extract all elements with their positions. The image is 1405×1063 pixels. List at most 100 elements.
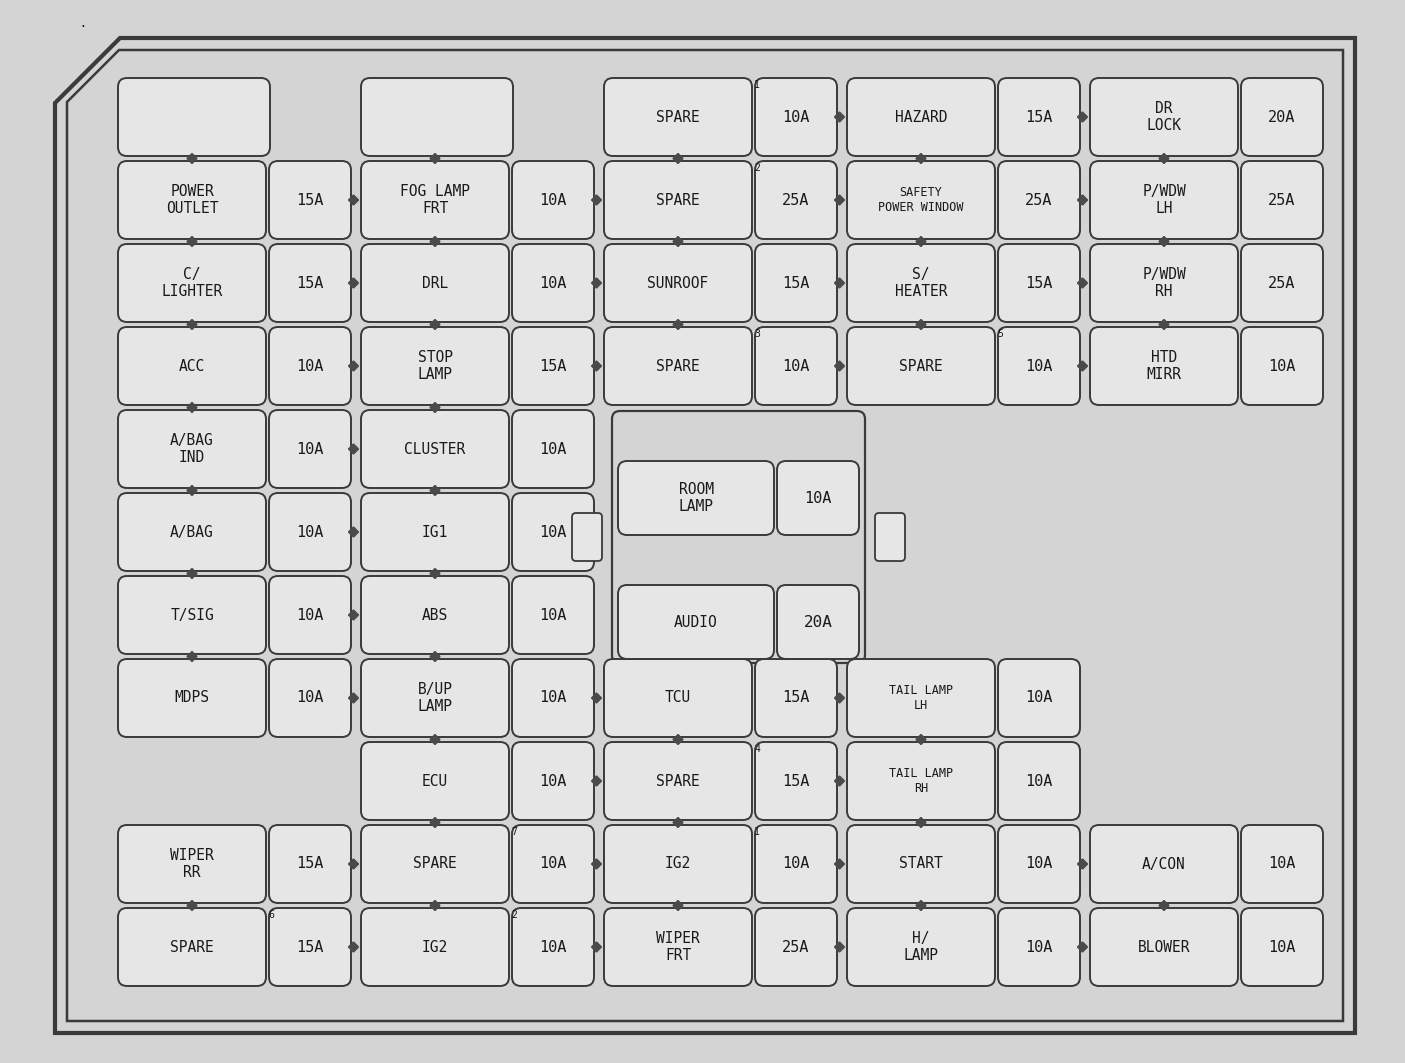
FancyBboxPatch shape: [118, 908, 266, 986]
Polygon shape: [835, 693, 844, 703]
FancyBboxPatch shape: [1090, 161, 1238, 239]
Text: S/
HEATER: S/ HEATER: [895, 267, 947, 299]
Polygon shape: [430, 569, 440, 578]
Text: ROOM
LAMP: ROOM LAMP: [679, 482, 714, 514]
Polygon shape: [187, 486, 197, 495]
Text: CLUSTER: CLUSTER: [405, 441, 465, 456]
Text: MDPS: MDPS: [174, 691, 209, 706]
Polygon shape: [592, 859, 601, 868]
FancyBboxPatch shape: [604, 825, 752, 902]
Polygon shape: [916, 320, 926, 330]
Polygon shape: [187, 236, 197, 247]
FancyBboxPatch shape: [1241, 78, 1324, 156]
Text: ABS: ABS: [422, 607, 448, 623]
FancyBboxPatch shape: [604, 78, 752, 156]
FancyBboxPatch shape: [754, 78, 837, 156]
FancyBboxPatch shape: [754, 908, 837, 986]
Polygon shape: [1078, 859, 1087, 868]
Text: 15A: 15A: [783, 275, 809, 290]
FancyBboxPatch shape: [572, 513, 601, 561]
Text: 25A: 25A: [1269, 192, 1295, 207]
FancyBboxPatch shape: [361, 410, 509, 488]
Text: SPARE: SPARE: [170, 940, 214, 955]
Text: 5: 5: [998, 330, 1003, 339]
Polygon shape: [1159, 153, 1169, 164]
Polygon shape: [673, 320, 683, 330]
FancyBboxPatch shape: [1090, 825, 1238, 902]
Text: 10A: 10A: [540, 857, 566, 872]
FancyBboxPatch shape: [998, 908, 1080, 986]
FancyBboxPatch shape: [511, 908, 594, 986]
Text: IG1: IG1: [422, 524, 448, 540]
Text: 10A: 10A: [540, 524, 566, 540]
Polygon shape: [348, 693, 358, 703]
Polygon shape: [1159, 320, 1169, 330]
Text: 15A: 15A: [783, 774, 809, 789]
FancyBboxPatch shape: [511, 244, 594, 322]
Text: SPARE: SPARE: [656, 774, 700, 789]
Text: WIPER
RR: WIPER RR: [170, 848, 214, 880]
Text: TAIL LAMP
RH: TAIL LAMP RH: [889, 767, 953, 795]
FancyBboxPatch shape: [268, 908, 351, 986]
Text: SPARE: SPARE: [656, 192, 700, 207]
Polygon shape: [430, 486, 440, 495]
Polygon shape: [835, 279, 844, 288]
FancyBboxPatch shape: [754, 659, 837, 737]
Text: DRL: DRL: [422, 275, 448, 290]
Polygon shape: [592, 776, 601, 786]
Text: T/SIG: T/SIG: [170, 607, 214, 623]
Text: 10A: 10A: [783, 857, 809, 872]
Text: 3: 3: [754, 330, 760, 339]
FancyBboxPatch shape: [618, 461, 774, 535]
Text: FOG LAMP
FRT: FOG LAMP FRT: [400, 184, 471, 216]
Text: 10A: 10A: [540, 774, 566, 789]
Text: POWER
OUTLET: POWER OUTLET: [166, 184, 218, 216]
Text: SUNROOF: SUNROOF: [648, 275, 708, 290]
Text: 25A: 25A: [783, 192, 809, 207]
Text: 10A: 10A: [540, 192, 566, 207]
Text: 10A: 10A: [783, 358, 809, 373]
Polygon shape: [592, 279, 601, 288]
Polygon shape: [187, 403, 197, 412]
Text: 10A: 10A: [1026, 691, 1052, 706]
Text: 10A: 10A: [1269, 940, 1295, 955]
Text: 10A: 10A: [296, 524, 323, 540]
Text: 10A: 10A: [1269, 857, 1295, 872]
FancyBboxPatch shape: [511, 659, 594, 737]
FancyBboxPatch shape: [604, 742, 752, 820]
Text: ACC: ACC: [178, 358, 205, 373]
Polygon shape: [430, 320, 440, 330]
FancyBboxPatch shape: [361, 161, 509, 239]
Text: B/UP
LAMP: B/UP LAMP: [417, 682, 452, 714]
Polygon shape: [430, 817, 440, 827]
Text: 20A: 20A: [1269, 109, 1295, 124]
FancyBboxPatch shape: [847, 742, 995, 820]
FancyBboxPatch shape: [847, 161, 995, 239]
FancyBboxPatch shape: [118, 493, 266, 571]
Text: 15A: 15A: [296, 192, 323, 207]
FancyBboxPatch shape: [777, 585, 858, 659]
Polygon shape: [55, 38, 1354, 1033]
Polygon shape: [835, 361, 844, 371]
Text: P/WDW
RH: P/WDW RH: [1142, 267, 1186, 299]
Polygon shape: [348, 527, 358, 537]
FancyBboxPatch shape: [118, 410, 266, 488]
Text: HAZARD: HAZARD: [895, 109, 947, 124]
FancyBboxPatch shape: [998, 327, 1080, 405]
Polygon shape: [835, 112, 844, 122]
FancyBboxPatch shape: [998, 825, 1080, 902]
Text: C/
LIGHTER: C/ LIGHTER: [162, 267, 222, 299]
FancyBboxPatch shape: [847, 244, 995, 322]
Text: 25A: 25A: [1269, 275, 1295, 290]
FancyBboxPatch shape: [847, 825, 995, 902]
Polygon shape: [673, 900, 683, 911]
FancyBboxPatch shape: [118, 825, 266, 902]
Polygon shape: [835, 195, 844, 205]
Text: 10A: 10A: [1026, 940, 1052, 955]
FancyBboxPatch shape: [361, 493, 509, 571]
Text: 10A: 10A: [1026, 857, 1052, 872]
Text: 1: 1: [754, 827, 760, 837]
Text: DR
LOCK: DR LOCK: [1146, 101, 1182, 133]
Text: 4: 4: [754, 744, 760, 754]
FancyBboxPatch shape: [1241, 244, 1324, 322]
